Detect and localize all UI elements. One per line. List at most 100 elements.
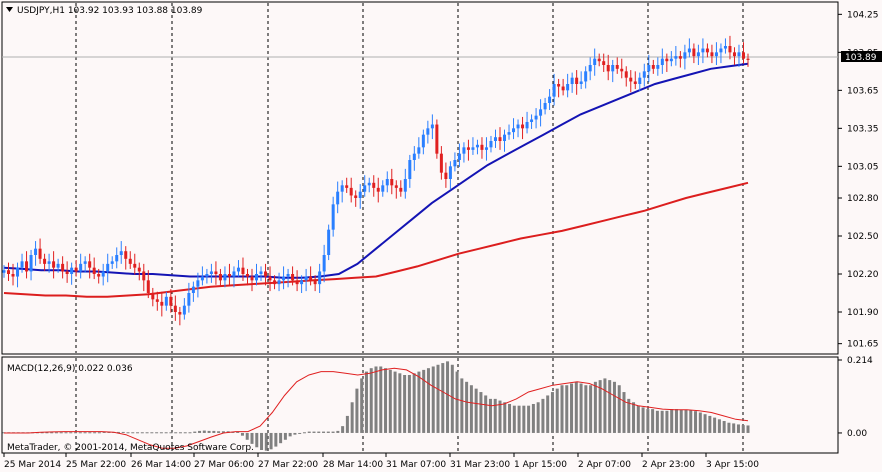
candle-body <box>345 185 349 188</box>
candle-body <box>327 229 331 255</box>
macd-bar <box>426 368 430 433</box>
candle-body <box>255 274 259 281</box>
macd-bar <box>198 430 202 433</box>
macd-bar <box>694 411 698 433</box>
macd-bar <box>188 432 192 434</box>
candle-body <box>187 293 191 306</box>
price-tick-label: 103.05 <box>847 162 879 172</box>
candle-body <box>110 261 114 264</box>
macd-bar <box>641 407 645 433</box>
macd-bar <box>274 432 278 447</box>
macd-bar <box>412 373 416 433</box>
time-tick-label: 3 Apr 15:00 <box>706 460 759 470</box>
macd-bar <box>97 432 101 434</box>
macd-bar <box>593 381 597 433</box>
candle-body <box>408 160 412 179</box>
macd-bar <box>245 432 249 440</box>
macd-axis: 0.214 0.00 <box>838 356 873 439</box>
macd-bar <box>207 430 211 433</box>
time-tick-label: 2 Apr 07:00 <box>578 460 631 470</box>
candle-body <box>25 261 29 272</box>
macd-bar <box>403 375 407 433</box>
macd-bar <box>508 403 512 433</box>
macd-bar <box>260 432 264 450</box>
price-panel[interactable] <box>1 1 839 355</box>
candle-body <box>475 144 479 148</box>
candle-body <box>561 86 565 91</box>
macd-bar <box>503 402 507 433</box>
price-tick-label: 102.80 <box>847 194 879 204</box>
candle-body <box>579 81 583 84</box>
candle-body <box>457 153 461 160</box>
macd-bar <box>608 380 612 433</box>
candle-body <box>11 274 15 277</box>
candle-body <box>426 128 430 135</box>
candle-body <box>295 280 299 285</box>
candle-body <box>227 274 231 277</box>
macd-bar <box>50 432 54 434</box>
candle-body <box>70 267 74 274</box>
macd-bar <box>150 432 154 434</box>
time-tick-label: 2 Apr 23:00 <box>642 460 695 470</box>
macd-bar <box>703 414 707 433</box>
macd-bar <box>570 383 574 433</box>
candle-body <box>448 166 452 179</box>
candle-body <box>732 52 736 57</box>
candle-body <box>178 312 182 315</box>
time-tick-label: 28 Mar 14:00 <box>323 460 383 470</box>
macd-bar <box>236 431 240 433</box>
macd-bar <box>541 398 545 433</box>
macd-bar <box>651 409 655 433</box>
candle-body <box>173 305 177 312</box>
candle-body <box>678 56 682 59</box>
macd-bar <box>689 410 693 433</box>
candle-body <box>390 179 394 186</box>
time-tick-label: 25 Mar 2014 <box>4 460 61 470</box>
slow-moving-average <box>3 181 749 298</box>
macd-bar <box>722 421 726 433</box>
candle-body <box>728 46 732 53</box>
macd-bar <box>164 432 168 434</box>
macd-bar <box>350 402 354 433</box>
candle-body <box>191 286 195 293</box>
triangle-down-icon[interactable] <box>6 7 13 12</box>
macd-panel[interactable]: MACD(12,26,9) 0.022 0.036 MetaTrader, © … <box>1 356 839 454</box>
candle-body <box>381 185 385 192</box>
candle-body <box>692 48 696 57</box>
candle-body <box>340 185 344 192</box>
signal-line <box>4 367 749 449</box>
candle-body <box>169 296 173 306</box>
macd-bar <box>307 431 311 433</box>
candle-body <box>318 271 322 285</box>
candle-body <box>611 65 615 72</box>
macd-bar <box>360 378 364 433</box>
macd-bar <box>736 424 740 433</box>
candle-body <box>714 52 718 57</box>
candle-body <box>376 187 380 192</box>
candle-body <box>507 132 511 135</box>
candle-body <box>52 261 56 268</box>
copyright-text: MetaTrader, © 2001-2014, MetaQuotes Soft… <box>7 443 254 453</box>
chart-header: USDJPY,H1 103.92 103.93 103.88 103.89 <box>6 6 203 16</box>
macd-bar <box>527 405 531 433</box>
candle-body <box>223 274 227 281</box>
candle-body <box>710 52 714 57</box>
candle-body <box>322 255 326 272</box>
macd-bar <box>217 431 221 433</box>
macd-bar <box>622 392 626 433</box>
candle-body <box>525 122 529 129</box>
price-tick-label: 101.90 <box>847 308 879 318</box>
price-tick-label: 102.50 <box>847 232 879 242</box>
candle-body <box>683 52 687 59</box>
macd-bar <box>279 432 283 444</box>
candle-body <box>331 204 335 230</box>
candle-body <box>552 84 556 97</box>
macd-bar <box>364 371 368 433</box>
macd-bar <box>59 432 63 434</box>
candle-body <box>584 71 588 82</box>
time-tick-label: 26 Mar 14:00 <box>131 460 191 470</box>
macd-title: MACD(12,26,9) 0.022 0.036 <box>7 364 133 374</box>
candle-body <box>656 65 660 69</box>
macd-bar <box>460 378 464 433</box>
